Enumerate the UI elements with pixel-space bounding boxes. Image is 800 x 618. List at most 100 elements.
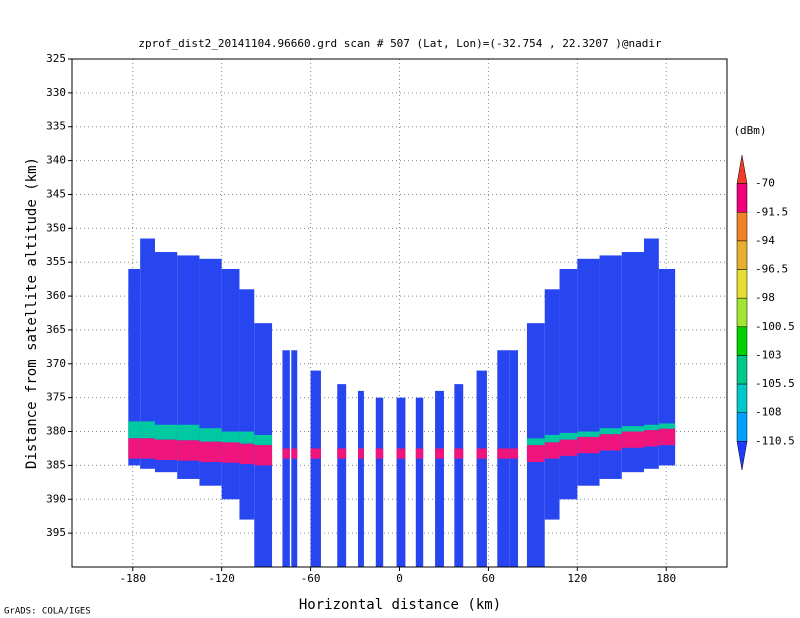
echo-column: [140, 238, 155, 469]
y-tick-label: 360: [46, 289, 66, 302]
colorbar-label: -70: [755, 177, 775, 190]
surface-echo: [337, 448, 347, 459]
colorbar-label: -105.5: [755, 377, 795, 390]
chart-title: zprof_dist2_20141104.96660.grd scan # 50…: [138, 37, 662, 50]
x-tick-label: -180: [120, 572, 147, 585]
surface-echo: [559, 439, 578, 456]
colorbar-segment: [736, 212, 748, 242]
surface-echo: [509, 448, 519, 459]
surface-echo: [476, 448, 487, 459]
echo-column: [358, 390, 364, 567]
surface-echo: [396, 448, 406, 459]
colorbar-label: -108: [755, 406, 782, 419]
echo-column: [454, 384, 464, 567]
echo-column: [544, 289, 560, 520]
x-tick-label: 120: [567, 572, 587, 585]
echo-column: [476, 370, 487, 567]
colorbar-label: -94: [755, 234, 775, 247]
surface-echo: [644, 430, 659, 447]
echo-column: [599, 255, 622, 479]
plot-area: [72, 58, 727, 567]
colorbar-segment: [736, 326, 748, 356]
surface-echo: [154, 439, 178, 460]
surface-echo: [621, 431, 645, 448]
colorbar-segment: [736, 269, 748, 299]
echo-column: [310, 370, 321, 567]
echo-column: [239, 289, 255, 520]
echo-column: [221, 268, 240, 500]
y-tick-label: 355: [46, 255, 66, 268]
surface-echo: [199, 441, 222, 463]
y-tick-label: 395: [46, 526, 66, 539]
colorbar-segment: [736, 154, 748, 184]
cloud-layer: [658, 423, 676, 429]
surface-echo: [310, 448, 321, 459]
surface-echo: [282, 448, 290, 459]
colorbar-segment: [736, 355, 748, 385]
y-tick-label: 370: [46, 357, 66, 370]
y-tick-label: 325: [46, 52, 66, 65]
echo-column: [658, 268, 676, 466]
cloud-layer: [644, 424, 659, 431]
surface-echo: [599, 434, 622, 451]
surface-echo: [375, 448, 384, 459]
surface-echo: [140, 438, 155, 459]
surface-echo: [415, 448, 424, 459]
surface-echo: [497, 448, 510, 459]
colorbar-label: -103: [755, 348, 782, 361]
y-tick-label: 375: [46, 391, 66, 404]
cloud-layer: [177, 424, 200, 441]
echo-column: [177, 255, 200, 479]
echo-column: [375, 397, 384, 567]
colorbar-label: -110.5: [755, 434, 795, 447]
x-axis-label: Horizontal distance (km): [299, 597, 501, 613]
y-axis-label: Distance from satellite altitude (km): [24, 157, 40, 469]
x-tick-label: -60: [301, 572, 321, 585]
cloud-layer: [559, 432, 578, 440]
cloud-layer: [544, 434, 560, 443]
cloud-layer: [140, 421, 155, 439]
colorbar-segment: [736, 412, 748, 442]
x-tick-label: -120: [208, 572, 235, 585]
x-tick-label: 0: [396, 572, 403, 585]
cloud-layer: [577, 431, 600, 437]
colorbar-label: -98: [755, 291, 775, 304]
echo-column: [337, 384, 347, 567]
colorbar-label: -96.5: [755, 263, 788, 276]
y-tick-label: 390: [46, 492, 66, 505]
x-tick-label: 180: [656, 572, 676, 585]
echo-column: [415, 397, 424, 567]
cloud-layer: [221, 431, 240, 443]
surface-echo: [239, 443, 255, 465]
y-tick-label: 345: [46, 187, 66, 200]
surface-echo: [454, 448, 464, 459]
surface-echo: [221, 442, 240, 463]
echo-column: [435, 390, 444, 567]
x-tick-label: 60: [482, 572, 495, 585]
colorbar-segment: [736, 297, 748, 328]
echo-column: [128, 268, 141, 466]
cloud-layer: [526, 438, 545, 446]
echo-column: [559, 268, 578, 500]
colorbar-label: -100.5: [755, 320, 795, 333]
surface-echo: [577, 436, 600, 454]
cloud-layer: [128, 421, 141, 439]
colorbar-label: (dBm): [733, 124, 766, 137]
y-tick-label: 350: [46, 221, 66, 234]
surface-echo: [658, 428, 676, 446]
surface-echo: [435, 448, 444, 459]
footer: GrADS: COLA/IGES: [4, 607, 91, 617]
cloud-layer: [599, 428, 622, 435]
cloud-layer: [239, 431, 255, 444]
colorbar-label: -91.5: [755, 205, 788, 218]
colorbar-segment: [736, 240, 748, 270]
y-tick-label: 365: [46, 323, 66, 336]
cloud-layer: [254, 434, 273, 446]
cloud-layer: [154, 424, 178, 440]
y-tick-label: 340: [46, 154, 66, 167]
y-tick-label: 385: [46, 458, 66, 471]
surface-echo: [254, 445, 273, 466]
surface-echo: [526, 445, 545, 463]
surface-echo: [128, 438, 141, 459]
